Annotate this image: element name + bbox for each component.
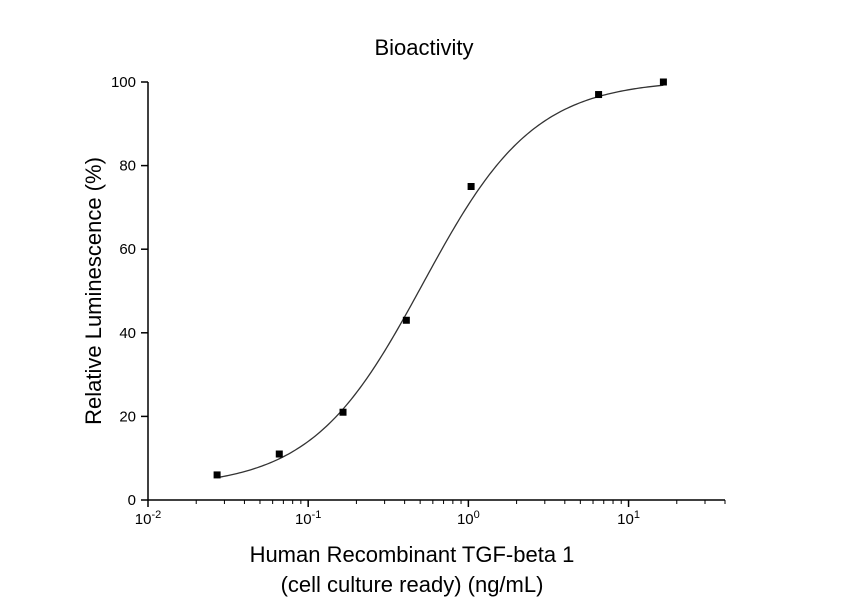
x-tick-label: 10-1 bbox=[295, 509, 321, 528]
data-point bbox=[595, 91, 603, 99]
y-tick-label: 0 bbox=[128, 492, 136, 509]
x-tick-label: 10-2 bbox=[135, 509, 161, 528]
plot-area: 0 20 40 60 80 100 10-2 10-1 100 101 bbox=[111, 74, 726, 528]
x-axis-ticks: 10-2 10-1 100 101 bbox=[135, 500, 726, 528]
fit-curve bbox=[216, 84, 664, 479]
data-point bbox=[402, 316, 410, 324]
data-point bbox=[213, 471, 221, 479]
y-axis-label: Relative Luminescence (%) bbox=[81, 157, 106, 425]
y-axis-ticks: 0 20 40 60 80 100 bbox=[111, 74, 148, 509]
x-axis-label-line-2: (cell culture ready) (ng/mL) bbox=[281, 572, 544, 597]
y-tick-label: 60 bbox=[119, 241, 136, 258]
data-point bbox=[275, 450, 283, 458]
x-tick-label: 101 bbox=[617, 509, 640, 528]
y-tick-label: 40 bbox=[119, 325, 136, 342]
y-tick-label: 20 bbox=[119, 408, 136, 425]
data-points bbox=[213, 78, 667, 479]
x-tick-label: 100 bbox=[457, 509, 480, 528]
data-point bbox=[659, 78, 667, 86]
y-tick-label: 80 bbox=[119, 158, 136, 175]
chart-title: Bioactivity bbox=[374, 35, 473, 60]
data-point bbox=[339, 408, 347, 416]
y-tick-label: 100 bbox=[111, 74, 136, 91]
data-point bbox=[467, 183, 475, 190]
x-axis-label-line-1: Human Recombinant TGF-beta 1 bbox=[250, 542, 575, 567]
